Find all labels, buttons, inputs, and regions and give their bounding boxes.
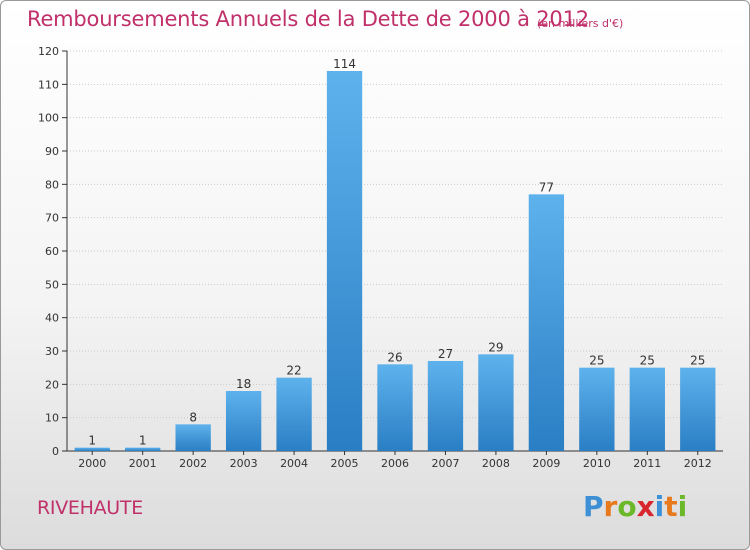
logo-letter: r [603, 490, 618, 523]
chart-subtitle: (en milliers d'€) [537, 17, 624, 30]
y-tick-label: 100 [38, 112, 59, 125]
bar-2008 [478, 354, 514, 451]
bar-2010 [579, 367, 615, 451]
data-label: 1 [88, 434, 96, 448]
x-tick-label: 2008 [482, 457, 510, 470]
x-tick-label: 2011 [633, 457, 661, 470]
data-label: 27 [438, 347, 453, 361]
bar-2000 [74, 447, 110, 451]
x-tick-labels: 2000 2001 2002 2003 2004 2005 2006 2007 2008 2009… [78, 457, 712, 470]
y-tick-label: 50 [45, 278, 59, 291]
y-tick-label: 0 [52, 445, 59, 458]
data-label: 29 [488, 340, 503, 354]
x-tick-label: 2002 [179, 457, 207, 470]
y-tick-label: 10 [45, 412, 59, 425]
y-tick-labels: 0 10 20 30 40 50 60 70 80 90 100 110 120 [38, 45, 59, 458]
data-label: 26 [387, 350, 402, 364]
bars [74, 71, 716, 452]
location-name: RIVEHAUTE [37, 497, 143, 519]
x-tick-label: 2005 [331, 457, 359, 470]
logo-letter: o [617, 490, 637, 523]
data-label: 18 [236, 377, 251, 391]
bar-2001 [125, 447, 161, 451]
y-tick-label: 40 [45, 312, 59, 325]
x-tick-label: 2009 [532, 457, 560, 470]
bar-2011 [629, 367, 665, 451]
bar-2007 [427, 361, 464, 451]
y-tick-label: 70 [45, 212, 59, 225]
x-tick-label: 2006 [381, 457, 409, 470]
y-tick-label: 90 [45, 145, 59, 158]
bar-2009 [528, 194, 565, 452]
y-tick-label: 120 [38, 45, 59, 58]
x-tick-label: 2003 [230, 457, 258, 470]
bar-2004 [276, 377, 312, 451]
y-tick-label: 30 [45, 345, 59, 358]
data-label: 25 [690, 354, 705, 368]
x-tick-label: 2001 [129, 457, 157, 470]
bar-2003 [225, 391, 262, 451]
data-label: 25 [640, 354, 655, 368]
logo-letter: x [636, 490, 655, 523]
data-label: 77 [539, 180, 554, 194]
bar-2006 [377, 364, 413, 451]
proxiti-logo: Proxiti [583, 490, 687, 523]
x-tick-label: 2000 [78, 457, 106, 470]
data-label: 22 [286, 364, 301, 378]
x-tick-label: 2010 [583, 457, 611, 470]
y-tick-label: 110 [38, 78, 59, 91]
data-label: 8 [189, 410, 197, 424]
x-tick-label: 2004 [280, 457, 308, 470]
logo-letter: i [677, 490, 688, 523]
logo-letter: t [664, 490, 678, 523]
y-tick-label: 80 [45, 178, 59, 191]
data-label: 114 [333, 57, 356, 71]
bar-2002 [175, 424, 211, 451]
bar-2012 [680, 367, 716, 451]
x-tick-label: 2012 [684, 457, 712, 470]
y-tick-label: 60 [45, 245, 59, 258]
logo-letter: P [583, 490, 604, 523]
bar-2005 [326, 71, 363, 451]
x-tick-label: 2007 [431, 457, 459, 470]
y-tick-label: 20 [45, 378, 59, 391]
data-label: 25 [589, 354, 604, 368]
data-label: 1 [139, 434, 147, 448]
chart-title: Remboursements Annuels de la Dette de 20… [27, 7, 589, 31]
logo-letter: i [654, 490, 665, 523]
